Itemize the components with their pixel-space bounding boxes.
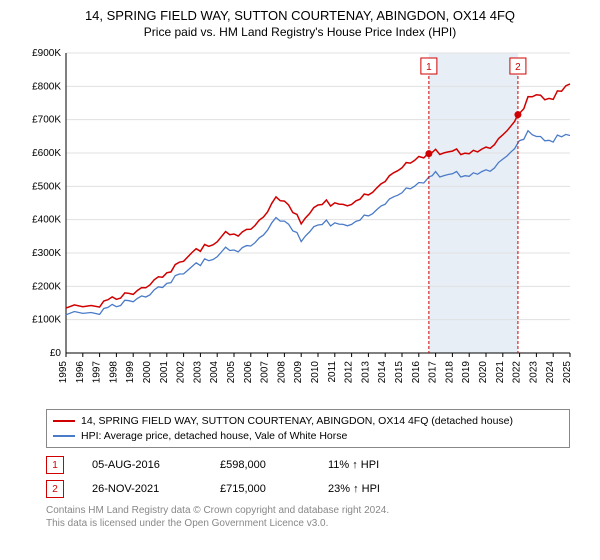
sale-date: 26-NOV-2021	[92, 483, 192, 495]
sale-delta: 11% ↑ HPI	[328, 459, 418, 471]
svg-text:£200K: £200K	[32, 281, 61, 292]
sale-row: 1 05-AUG-2016 £598,000 11% ↑ HPI	[46, 456, 570, 474]
svg-text:2006: 2006	[243, 361, 254, 384]
line-chart-svg: £0 £100K £200K £300K £400K £500K £600K £700K £80…	[20, 43, 580, 403]
svg-text:2009: 2009	[293, 361, 304, 384]
svg-text:2005: 2005	[226, 361, 237, 384]
svg-text:1995: 1995	[58, 361, 69, 384]
svg-text:£500K: £500K	[32, 181, 61, 192]
svg-text:2001: 2001	[159, 361, 170, 384]
svg-text:£400K: £400K	[32, 215, 61, 226]
footer-line-1: Contains HM Land Registry data © Crown c…	[46, 504, 570, 517]
svg-text:2015: 2015	[394, 361, 405, 384]
legend-swatch	[53, 420, 75, 422]
svg-text:2022: 2022	[512, 361, 523, 384]
legend-label: HPI: Average price, detached house, Vale…	[81, 429, 347, 444]
svg-text:1997: 1997	[92, 361, 103, 384]
svg-text:2025: 2025	[562, 361, 573, 384]
sale-delta: 23% ↑ HPI	[328, 483, 418, 495]
svg-text:2003: 2003	[192, 361, 203, 384]
svg-text:1: 1	[426, 62, 432, 73]
sale-row: 2 26-NOV-2021 £715,000 23% ↑ HPI	[46, 480, 570, 498]
svg-text:£700K: £700K	[32, 115, 61, 126]
svg-text:2002: 2002	[176, 361, 187, 384]
svg-text:1999: 1999	[125, 361, 136, 384]
svg-text:2020: 2020	[478, 361, 489, 384]
sale-price: £715,000	[220, 483, 300, 495]
sale-price: £598,000	[220, 459, 300, 471]
sale-date: 05-AUG-2016	[92, 459, 192, 471]
svg-text:1998: 1998	[108, 361, 119, 384]
svg-text:£900K: £900K	[32, 48, 61, 59]
svg-text:2014: 2014	[377, 361, 388, 384]
svg-text:£100K: £100K	[32, 315, 61, 326]
footer-attribution: Contains HM Land Registry data © Crown c…	[46, 504, 570, 530]
svg-text:2017: 2017	[428, 361, 439, 384]
svg-text:£0: £0	[50, 348, 62, 359]
footer-line-2: This data is licensed under the Open Gov…	[46, 517, 570, 530]
svg-text:2018: 2018	[444, 361, 455, 384]
legend-swatch	[53, 435, 75, 437]
legend: 14, SPRING FIELD WAY, SUTTON COURTENAY, …	[46, 409, 570, 448]
svg-text:2024: 2024	[545, 361, 556, 384]
svg-text:2019: 2019	[461, 361, 472, 384]
svg-text:2008: 2008	[276, 361, 287, 384]
svg-text:2: 2	[515, 62, 521, 73]
svg-text:2010: 2010	[310, 361, 321, 384]
svg-text:£600K: £600K	[32, 148, 61, 159]
svg-text:2004: 2004	[209, 361, 220, 384]
legend-label: 14, SPRING FIELD WAY, SUTTON COURTENAY, …	[81, 414, 513, 429]
svg-text:2000: 2000	[142, 361, 153, 384]
svg-text:2007: 2007	[260, 361, 271, 384]
svg-text:£800K: £800K	[32, 81, 61, 92]
chart-title: 14, SPRING FIELD WAY, SUTTON COURTENAY, …	[0, 0, 600, 23]
svg-text:1996: 1996	[75, 361, 86, 384]
sale-badge: 1	[46, 456, 64, 474]
svg-text:£300K: £300K	[32, 248, 61, 259]
svg-text:2023: 2023	[528, 361, 539, 384]
chart-subtitle: Price paid vs. HM Land Registry's House …	[0, 23, 600, 43]
svg-text:2016: 2016	[411, 361, 422, 384]
svg-text:2012: 2012	[344, 361, 355, 384]
svg-text:2021: 2021	[495, 361, 506, 384]
sales-table: 1 05-AUG-2016 £598,000 11% ↑ HPI 2 26-NOV-202…	[46, 456, 570, 498]
svg-text:2013: 2013	[360, 361, 371, 384]
sale-badge: 2	[46, 480, 64, 498]
legend-item: 14, SPRING FIELD WAY, SUTTON COURTENAY, …	[53, 414, 563, 429]
svg-text:2011: 2011	[327, 361, 338, 383]
legend-item: HPI: Average price, detached house, Vale…	[53, 429, 563, 444]
chart-area: £0 £100K £200K £300K £400K £500K £600K £700K £80…	[20, 43, 580, 403]
